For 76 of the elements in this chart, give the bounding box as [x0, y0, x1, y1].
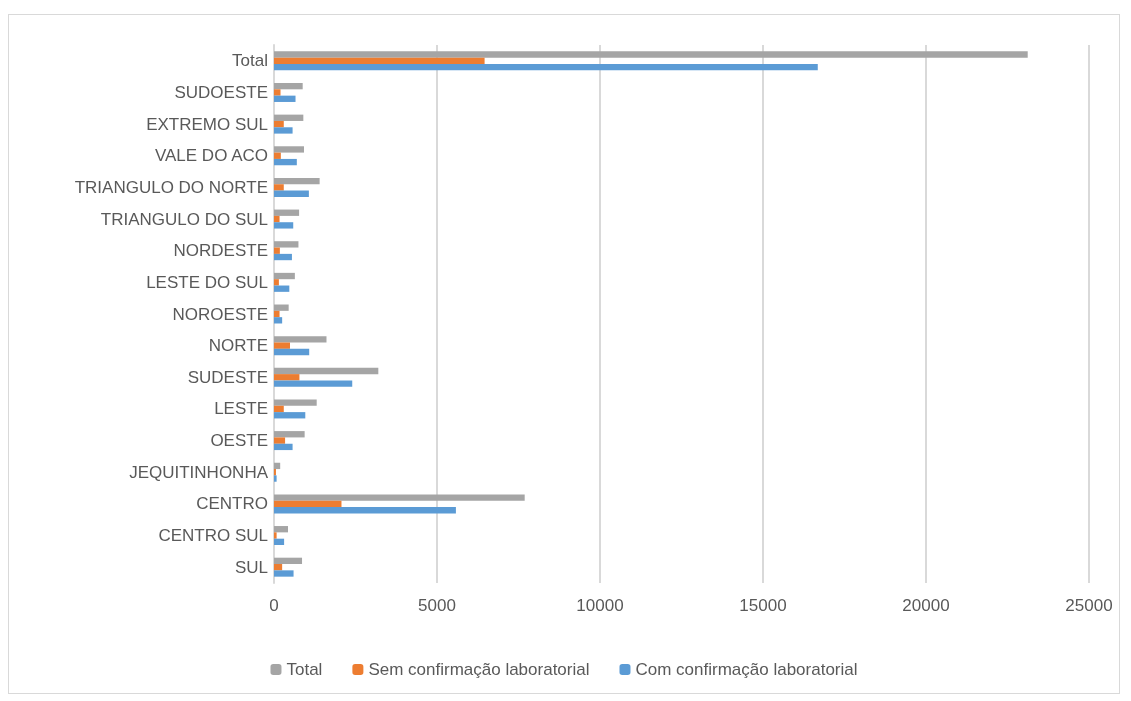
y-tick-label: LESTE — [214, 399, 268, 419]
bar — [274, 285, 290, 292]
bar — [274, 253, 292, 261]
bar — [274, 304, 289, 311]
y-tick-label: TRIANGULO DO NORTE — [74, 177, 268, 197]
legend-label: Sem confirmação laboratorial — [368, 660, 590, 679]
bar — [274, 120, 284, 128]
bar — [274, 412, 306, 419]
bar — [274, 336, 327, 343]
bar — [274, 462, 281, 470]
bar — [274, 348, 310, 356]
bar — [274, 507, 456, 514]
bar — [274, 494, 525, 501]
bar — [274, 399, 317, 406]
y-tick-label: CENTRO — [196, 494, 268, 514]
bar — [274, 222, 294, 229]
bar — [274, 500, 342, 508]
bar — [274, 209, 300, 216]
y-tick-label: LESTE DO SUL — [146, 272, 268, 292]
bar — [274, 380, 353, 387]
bar — [274, 272, 295, 280]
x-tick-label: 10000 — [576, 596, 624, 615]
y-tick-label: JEQUITINHONHA — [129, 462, 269, 482]
y-tick-label: TRIANGULO DO SUL — [100, 209, 268, 229]
bar — [274, 51, 1028, 58]
bar — [274, 146, 304, 153]
y-tick-label: CENTRO SUL — [158, 526, 268, 546]
bar — [274, 95, 296, 102]
bar — [274, 177, 320, 185]
bar — [274, 475, 277, 482]
bar — [274, 279, 279, 286]
bar — [274, 247, 280, 254]
bar — [274, 152, 281, 159]
bar — [274, 538, 285, 546]
x-tick-label: 20000 — [902, 596, 950, 615]
y-tick-label: NORTE — [208, 336, 268, 356]
y-tick-label: NOROESTE — [172, 304, 268, 324]
bar — [274, 158, 297, 166]
y-tick-label: EXTREMO SUL — [146, 114, 268, 134]
bar — [274, 310, 280, 318]
legend-label: Total — [286, 660, 323, 679]
bar — [274, 437, 286, 444]
y-tick-label: SUDOESTE — [174, 82, 268, 102]
bar — [274, 532, 277, 539]
y-tick-label: VALE DO ACO — [154, 146, 268, 166]
x-tick-label: 0 — [269, 596, 279, 615]
bar — [274, 431, 305, 438]
legend-label: Com confirmação laboratorial — [635, 660, 858, 679]
x-tick-label: 25000 — [1065, 596, 1113, 615]
y-tick-label: NORDESTE — [173, 241, 268, 261]
y-tick-label: Total — [232, 51, 268, 71]
bar — [274, 367, 379, 375]
x-tick-label: 5000 — [418, 596, 456, 615]
bar — [274, 184, 284, 191]
bar — [274, 215, 280, 223]
bar — [274, 443, 293, 451]
bar — [274, 570, 294, 577]
bar — [274, 190, 309, 197]
bar — [274, 557, 303, 565]
bar — [274, 114, 304, 121]
y-tick-label: OESTE — [210, 431, 268, 451]
bar — [274, 342, 290, 349]
bar — [274, 127, 293, 134]
bar — [274, 405, 284, 413]
bar — [274, 63, 818, 71]
y-tick-label: SUL — [234, 557, 268, 577]
y-tick-label: SUDESTE — [187, 367, 268, 387]
bar — [274, 374, 300, 381]
x-tick-label: 15000 — [739, 596, 787, 615]
bar — [274, 89, 281, 96]
bar — [274, 564, 283, 571]
bar — [274, 82, 303, 90]
bar — [274, 317, 283, 324]
bar — [274, 57, 485, 64]
bar — [274, 526, 289, 533]
bar — [274, 241, 299, 248]
